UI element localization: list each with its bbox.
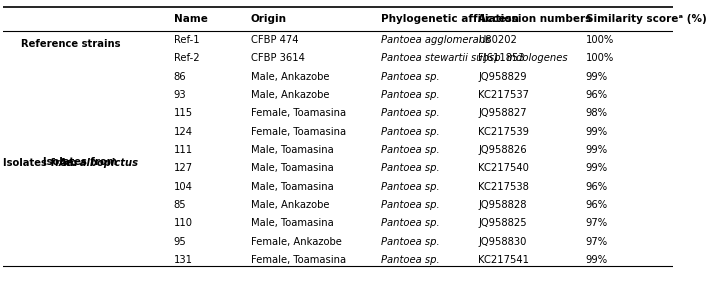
Text: JQ958827: JQ958827 [479,108,527,118]
Text: 98%: 98% [586,108,607,118]
Text: Isolates from: Isolates from [43,157,120,167]
Text: Female, Toamasina: Female, Toamasina [251,255,346,265]
Text: Male, Ankazobe: Male, Ankazobe [251,200,329,210]
Text: JQ958828: JQ958828 [479,200,527,210]
Text: 104: 104 [174,182,193,192]
Text: Female, Ankazobe: Female, Ankazobe [251,237,342,247]
Text: Male, Ankazobe: Male, Ankazobe [251,71,329,81]
Text: JQ958829: JQ958829 [479,71,527,81]
Text: Pantoea sp.: Pantoea sp. [381,200,440,210]
Text: KC217537: KC217537 [479,90,529,100]
Text: Pantoea sp.: Pantoea sp. [381,237,440,247]
Text: 86: 86 [174,71,186,81]
Text: 100%: 100% [586,35,614,45]
Text: 96%: 96% [586,182,608,192]
Text: KC217540: KC217540 [479,163,529,173]
Text: JQ958826: JQ958826 [479,145,527,155]
Text: 127: 127 [174,163,193,173]
Text: 97%: 97% [586,218,608,228]
Text: Phylogenetic affiliation: Phylogenetic affiliation [381,14,519,24]
Text: 97%: 97% [586,237,608,247]
Text: Male, Toamasina: Male, Toamasina [251,145,334,155]
Text: FJ611853: FJ611853 [479,53,525,63]
Text: JQ958825: JQ958825 [479,218,527,228]
Text: Ref-1: Ref-1 [174,35,199,45]
Text: 99%: 99% [586,71,608,81]
Text: Male, Toamasina: Male, Toamasina [251,182,334,192]
Text: Pantoea sp.: Pantoea sp. [381,218,440,228]
Text: Pantoea sp.: Pantoea sp. [381,163,440,173]
Text: Male, Toamasina: Male, Toamasina [251,218,334,228]
Text: 111: 111 [174,145,193,155]
Text: Male, Ankazobe: Male, Ankazobe [251,90,329,100]
Text: Ae. albopictus: Ae. albopictus [58,158,139,168]
Text: Origin: Origin [251,14,287,24]
Text: 99%: 99% [586,145,608,155]
Text: Pantoea sp.: Pantoea sp. [381,108,440,118]
Text: 110: 110 [174,218,193,228]
Text: 124: 124 [174,127,193,137]
Text: Female, Toamasina: Female, Toamasina [251,108,346,118]
Text: 131: 131 [174,255,193,265]
Text: 96%: 96% [586,90,608,100]
Text: Pantoea sp.: Pantoea sp. [381,182,440,192]
Text: 99%: 99% [586,255,608,265]
Text: 85: 85 [174,200,186,210]
Text: Isolates from: Isolates from [3,158,81,168]
Text: Pantoea sp.: Pantoea sp. [381,71,440,81]
Text: CFBP 474: CFBP 474 [251,35,298,45]
Text: Pantoea agglomerans: Pantoea agglomerans [381,35,491,45]
Text: 100%: 100% [586,53,614,63]
Text: 96%: 96% [586,200,608,210]
Text: 115: 115 [174,108,193,118]
Text: Pantoea sp.: Pantoea sp. [381,255,440,265]
Text: Reference strains: Reference strains [21,39,120,49]
Text: Similarity scoreᵃ (%): Similarity scoreᵃ (%) [586,14,706,24]
Text: Pantoea sp.: Pantoea sp. [381,127,440,137]
Text: CFBP 3614: CFBP 3614 [251,53,305,63]
Text: Pantoea stewartii subsp. indologenes: Pantoea stewartii subsp. indologenes [381,53,568,63]
Text: 99%: 99% [586,163,608,173]
Text: Pantoea sp.: Pantoea sp. [381,90,440,100]
Text: JQ958830: JQ958830 [479,237,527,247]
Text: Accession numbers: Accession numbers [479,14,591,24]
Text: Name: Name [174,14,208,24]
Text: KC217538: KC217538 [479,182,529,192]
Text: KC217539: KC217539 [479,127,529,137]
Text: Pantoea sp.: Pantoea sp. [381,145,440,155]
Text: Male, Toamasina: Male, Toamasina [251,163,334,173]
Text: U80202: U80202 [479,35,517,45]
Text: 93: 93 [174,90,186,100]
Text: KC217541: KC217541 [479,255,529,265]
Text: 95: 95 [174,237,186,247]
Text: 99%: 99% [586,127,608,137]
Text: Ref-2: Ref-2 [174,53,199,63]
Text: Female, Toamasina: Female, Toamasina [251,127,346,137]
